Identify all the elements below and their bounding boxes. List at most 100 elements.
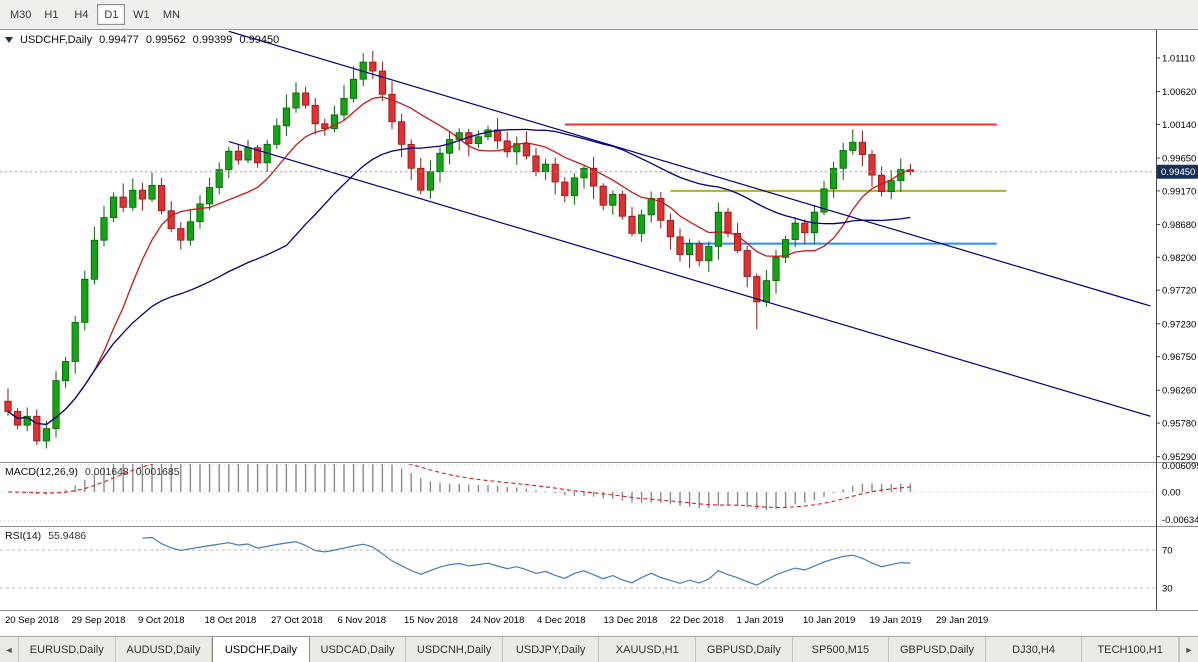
macd-panel xyxy=(0,464,1156,522)
candle-body xyxy=(858,141,867,155)
date-axis-label: 27 Oct 2018 xyxy=(271,615,323,626)
candle-body xyxy=(129,189,137,208)
candle-body xyxy=(743,250,751,277)
candle-body xyxy=(167,210,175,229)
symbol-tabs: EURUSD,Daily AUDUSD,Daily USDCHF,Daily USDC… xyxy=(19,636,1179,662)
candle-body xyxy=(436,152,444,173)
candle-body xyxy=(484,129,492,138)
candle-body xyxy=(90,239,98,280)
candle-body xyxy=(42,428,51,442)
price-axis-label: 0.99170 xyxy=(1162,186,1196,197)
candle-body xyxy=(273,125,281,145)
candle-body xyxy=(618,193,627,217)
candle-body xyxy=(244,147,252,161)
tab-usdchf-daily[interactable]: USDCHF,Daily xyxy=(212,636,310,662)
candle-body xyxy=(110,196,118,219)
candle-body xyxy=(426,171,435,191)
candle-body xyxy=(282,107,291,127)
candle-body xyxy=(580,167,588,179)
symbol-tabbar: ◄ EURUSD,Daily AUDUSD,Daily USDCHF,Daily US… xyxy=(0,636,1198,662)
tab-xauusd-h1[interactable]: XAUUSD,H1 xyxy=(599,637,697,662)
price-axis-label: 0.97230 xyxy=(1162,319,1196,330)
tab-gbpusd-daily[interactable]: GBPUSD,Daily xyxy=(889,637,986,662)
date-axis-label: 22 Dec 2018 xyxy=(670,615,724,626)
candle-body xyxy=(734,232,742,251)
candle-body xyxy=(138,189,146,200)
candle-body xyxy=(839,150,847,169)
rsi-axis-label: 70 xyxy=(1162,546,1173,557)
candle-body xyxy=(762,280,771,303)
candle-body xyxy=(522,143,531,157)
candle-body xyxy=(647,198,655,216)
tab-usdcnh-daily[interactable]: USDCNH,Daily xyxy=(406,637,503,662)
date-axis-label: 6 Nov 2018 xyxy=(338,615,387,626)
candle-body xyxy=(820,188,828,213)
timeframe-button-h1[interactable]: H1 xyxy=(44,9,59,21)
price-axis-label: 0.99650 xyxy=(1162,154,1196,165)
candle-body xyxy=(369,61,377,72)
candle-body xyxy=(311,104,319,125)
candle-body xyxy=(590,167,598,187)
candle-body xyxy=(378,70,387,95)
timeframe-button-m30[interactable]: M30 xyxy=(10,9,32,21)
price-chart-canvas[interactable]: 1.01110 1.00620 1.00140 0.99650 0.99170 0.986… xyxy=(0,30,1198,636)
candle-body xyxy=(292,92,300,109)
candle-body xyxy=(676,236,684,255)
candle-body xyxy=(868,154,876,176)
candle-body xyxy=(445,139,454,154)
timeframe-button-mn[interactable]: MN xyxy=(162,9,180,21)
tab-usdcad-daily[interactable]: USDCAD,Daily xyxy=(310,637,407,662)
candle-body xyxy=(791,222,799,240)
timeframe-button-h4[interactable]: H4 xyxy=(74,9,89,21)
candle-body xyxy=(186,221,194,241)
lower-channel-line[interactable] xyxy=(228,140,1151,417)
candle-body xyxy=(330,114,339,129)
candle-body xyxy=(513,143,521,153)
candle-body xyxy=(4,400,12,412)
candle-body xyxy=(397,121,406,145)
candle-body xyxy=(215,169,223,188)
candle-body xyxy=(532,155,540,173)
date-axis-label: 1 Jan 2019 xyxy=(737,615,784,626)
tab-usdjpy-daily[interactable]: USDJPY,Daily xyxy=(503,637,600,662)
date-axis-label: 15 Nov 2018 xyxy=(404,615,458,626)
tab-gbpusd-daily[interactable]: GBPUSD,Daily xyxy=(696,637,793,662)
tab-tech100-h1[interactable]: TECH100,H1 xyxy=(1082,637,1179,662)
ma-fast-line xyxy=(7,96,911,426)
price-axis-label: 0.97720 xyxy=(1162,286,1196,297)
candle-body xyxy=(177,228,185,241)
price-axis-label: 0.96260 xyxy=(1162,386,1196,397)
candle-body xyxy=(801,222,809,234)
tab-sp500-m15[interactable]: SP500,M15 xyxy=(793,637,890,662)
candle-body xyxy=(830,167,838,190)
candle-body xyxy=(301,92,310,106)
candle-body xyxy=(493,129,502,142)
rsi-axis-label: 30 xyxy=(1162,584,1173,595)
price-axis-label: 0.98200 xyxy=(1162,253,1196,264)
date-axis[interactable]: 20 Sep 2018 29 Sep 2018 9 Oct 2018 18 Oct 2… xyxy=(5,615,988,626)
upper-channel-line[interactable] xyxy=(228,31,1151,307)
price-axis-label: 1.00140 xyxy=(1162,120,1196,131)
timeframe-button-w1[interactable]: W1 xyxy=(133,9,150,21)
macd-axis-label: 0.00 xyxy=(1162,488,1181,499)
candle-body xyxy=(340,98,348,116)
price-axis[interactable]: 1.01110 1.00620 1.00140 0.99650 0.99170 0.986… xyxy=(1156,54,1198,464)
candle-body xyxy=(570,177,579,197)
chart-area: 1.01110 1.00620 1.00140 0.99650 0.99170 0.986… xyxy=(0,30,1198,636)
candle-body xyxy=(849,141,857,151)
current-price-badge-text: 0.99450 xyxy=(1161,167,1195,178)
candle-body xyxy=(474,136,483,145)
tab-dj30-h4[interactable]: DJ30,H4 xyxy=(986,637,1083,662)
candle-body xyxy=(542,163,550,173)
tab-eurusd-daily[interactable]: EURUSD,Daily xyxy=(19,637,116,662)
candle-body xyxy=(503,140,511,153)
timeframe-button-d1[interactable]: D1 xyxy=(97,4,126,25)
tab-audusd-daily[interactable]: AUDUSD,Daily xyxy=(116,637,213,662)
date-axis-label: 29 Jan 2019 xyxy=(936,615,988,626)
scroll-tabs-right-icon[interactable]: ► xyxy=(1179,637,1198,662)
scroll-tabs-left-icon[interactable]: ◄ xyxy=(0,637,19,662)
candle-body xyxy=(23,415,31,426)
candle-body xyxy=(205,187,214,205)
date-axis-label: 4 Dec 2018 xyxy=(537,615,586,626)
